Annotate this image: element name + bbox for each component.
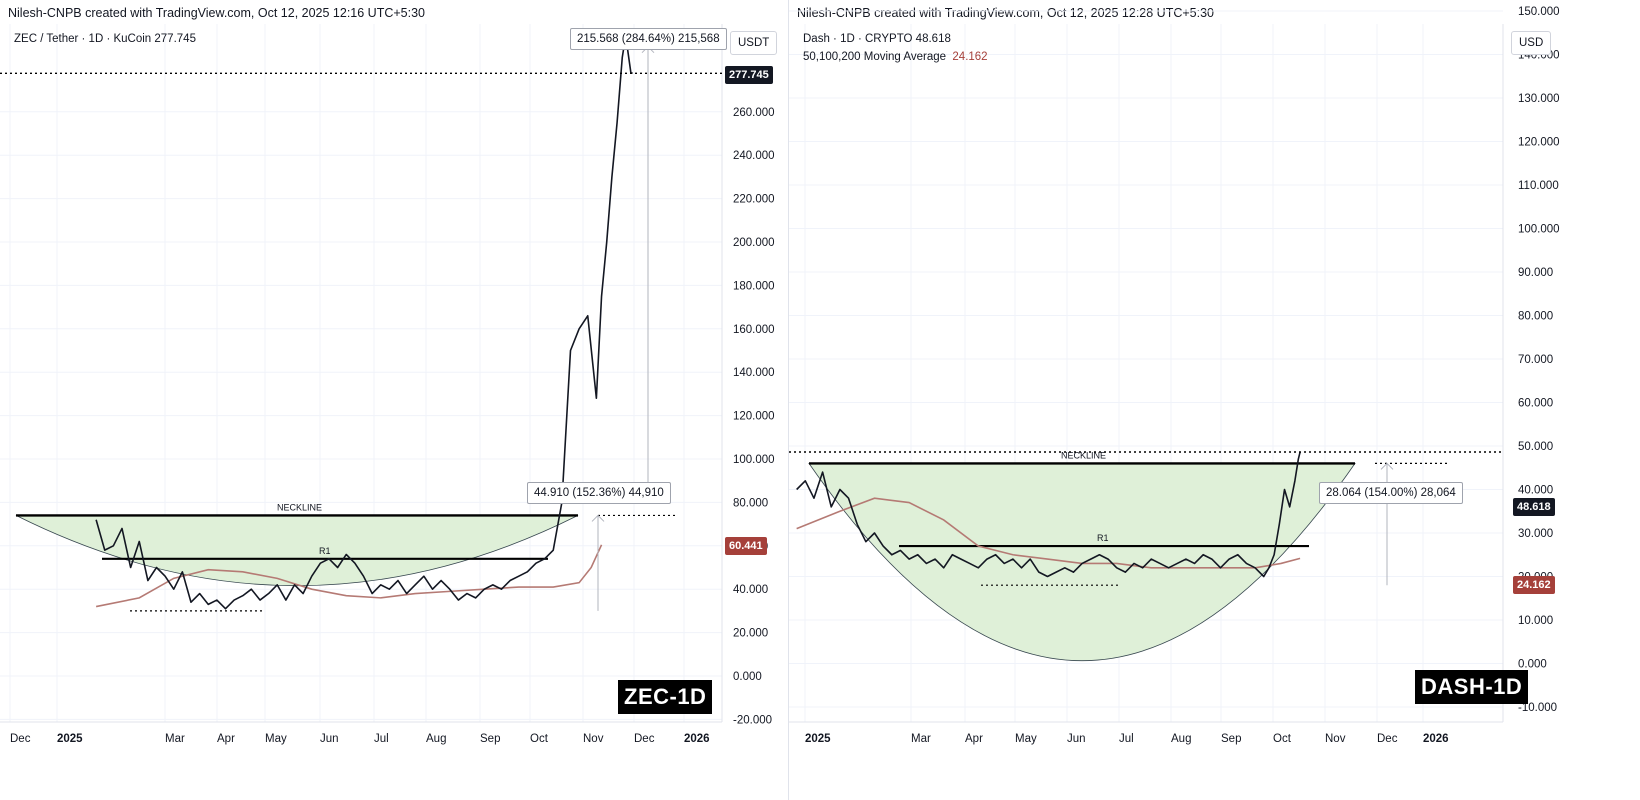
y-tick-label: 100.000 [733,454,775,466]
r1-label: R1 [1097,533,1109,543]
x-tick-label: Dec [634,733,655,745]
y-tick-label: 80.000 [1518,311,1553,323]
x-tick-label: May [1015,733,1037,745]
x-tick-label: Jun [1067,733,1086,745]
x-tick-label: Mar [911,733,931,745]
moving-average-line [796,497,1301,569]
chart-credit: Nilesh-CNPB created with TradingView.com… [8,6,425,20]
measure-arrowhead [1380,462,1394,470]
x-tick-label: Oct [530,733,549,745]
ma-price-tag: 24.162 [1513,576,1555,594]
y-tick-label: 160.000 [733,324,775,336]
x-tick-label: Nov [583,733,604,745]
y-tick-label: 40.000 [733,584,768,596]
x-tick-label: Mar [165,733,185,745]
x-tick-label: Apr [217,733,235,745]
x-tick-label: Jul [374,733,389,745]
measure-label-mid: 44.910 (152.36%) 44,910 [527,482,671,504]
y-tick-label: 130.000 [1518,93,1560,105]
measure-arrowhead [591,514,605,522]
symbol-line: ZEC / Tether · 1D · KuCoin 277.745 [14,33,196,45]
x-tick-label: May [265,733,287,745]
measure-label-top: 215.568 (284.64%) 215,568 [570,28,727,50]
y-tick-label: 0.000 [733,671,762,683]
currency-button[interactable]: USD [1511,31,1552,55]
ma-value: 24.162 [952,51,988,63]
x-tick-label: 2025 [805,733,831,745]
dash-chart-panel: Nilesh-CNPB created with TradingView.com… [788,0,1640,800]
y-tick-label: -20.000 [733,714,772,726]
zec-chart-canvas[interactable]: 260.000 240.000 220.000 200.000 180.000 160.0… [0,0,790,800]
measure-label: 28.064 (154.00%) 28,064 [1319,482,1463,504]
chart-credit: Nilesh-CNPB created with TradingView.com… [797,6,1214,20]
x-tick-label: Sep [1221,733,1241,745]
price-line [95,35,633,610]
ma-label: 50,100,200 Moving Average [803,51,947,63]
y-tick-label: 80.000 [733,497,768,509]
y-tick-label: 40.000 [1518,485,1553,497]
y-tick-label: 200.000 [733,237,775,249]
chart-big-label: DASH-1D [1415,670,1529,704]
x-tick-label: 2026 [1423,733,1449,745]
y-tick-label: 90.000 [1518,267,1553,279]
y-tick-label: -10.000 [1518,702,1557,714]
x-tick-label: Oct [1273,733,1292,745]
x-tick-label: Dec [10,733,31,745]
x-tick-label: Aug [1171,733,1191,745]
y-tick-label: 110.000 [1518,180,1559,192]
y-tick-label: 70.000 [1518,354,1553,366]
x-tick-label: Aug [426,733,446,745]
dash-chart-canvas[interactable]: 180.000170.000160.000150.000140.000130.0… [789,0,1640,800]
chart-big-label: ZEC-1D [618,680,713,714]
neckline-label: NECKLINE [277,502,322,512]
x-tick-label: 2026 [684,733,710,745]
y-tick-label: 100.000 [1518,224,1560,236]
x-tick-label: Jun [320,733,339,745]
x-tick-label: Sep [480,733,500,745]
last-price-tag: 48.618 [1513,498,1555,516]
moving-average-legend: 50,100,200 Moving Average 24.162 [803,51,988,63]
y-tick-label: 120.000 [1518,137,1560,149]
y-tick-label: 60.000 [1518,398,1553,410]
symbol-line: Dash · 1D · CRYPTO 48.618 [803,33,951,45]
y-tick-label: 240.000 [733,150,775,162]
r1-label: R1 [319,546,331,556]
y-tick-label: 50.000 [1518,441,1553,453]
y-tick-label: 30.000 [1518,528,1553,540]
ma-price-tag: 60.441 [725,537,767,555]
zec-chart-panel: Nilesh-CNPB created with TradingView.com… [0,0,790,800]
price-line [796,451,1301,578]
x-tick-label: Dec [1377,733,1398,745]
y-tick-label: 140.000 [733,367,775,379]
y-tick-label: 10.000 [1518,615,1553,627]
y-tick-label: 220.000 [733,194,775,206]
currency-button[interactable]: USDT [730,31,778,55]
x-tick-label: 2025 [57,733,83,745]
x-tick-label: Nov [1325,733,1346,745]
y-tick-label: 260.000 [733,107,775,119]
neckline-label: NECKLINE [1061,450,1106,460]
moving-average-line [95,544,603,608]
y-tick-label: 180.000 [733,280,775,292]
x-tick-label: Jul [1119,733,1134,745]
last-price-tag: 277.745 [725,66,773,84]
y-tick-label: 20.000 [733,628,768,640]
y-tick-label: 0.000 [1518,659,1547,671]
y-tick-label: 120.000 [733,411,775,423]
cup-pattern-shape [808,463,1356,661]
cup-pattern-shape [15,515,579,586]
y-tick-label: 150.000 [1518,6,1560,18]
x-tick-label: Apr [965,733,983,745]
